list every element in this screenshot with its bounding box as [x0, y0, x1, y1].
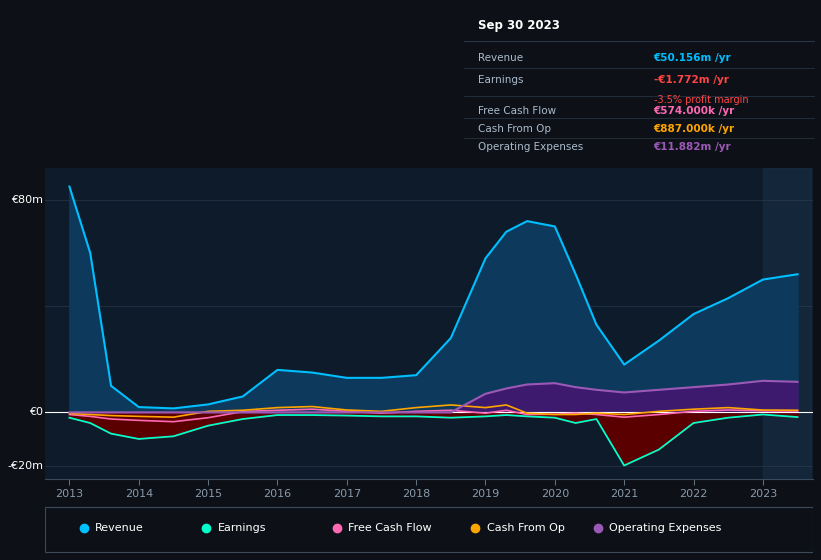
- Text: Revenue: Revenue: [478, 53, 523, 63]
- Text: Earnings: Earnings: [478, 76, 524, 85]
- Text: Cash From Op: Cash From Op: [478, 124, 551, 134]
- Text: €11.882m /yr: €11.882m /yr: [654, 142, 732, 152]
- FancyBboxPatch shape: [45, 506, 813, 552]
- Text: Operating Expenses: Operating Expenses: [478, 142, 583, 152]
- Text: €80m: €80m: [11, 195, 43, 205]
- Text: Earnings: Earnings: [218, 523, 266, 533]
- Text: €50.156m /yr: €50.156m /yr: [654, 53, 732, 63]
- Text: €0: €0: [29, 407, 43, 417]
- Text: Cash From Op: Cash From Op: [487, 523, 564, 533]
- Text: €574.000k /yr: €574.000k /yr: [654, 106, 735, 116]
- Text: Free Cash Flow: Free Cash Flow: [478, 106, 556, 116]
- Text: -€1.772m /yr: -€1.772m /yr: [654, 76, 728, 85]
- Text: Free Cash Flow: Free Cash Flow: [348, 523, 432, 533]
- Text: Revenue: Revenue: [95, 523, 144, 533]
- Text: -€20m: -€20m: [7, 460, 43, 470]
- Text: Operating Expenses: Operating Expenses: [609, 523, 722, 533]
- Text: €887.000k /yr: €887.000k /yr: [654, 124, 735, 134]
- Bar: [763, 168, 811, 479]
- Text: -3.5% profit margin: -3.5% profit margin: [654, 95, 748, 105]
- Text: Sep 30 2023: Sep 30 2023: [478, 19, 560, 32]
